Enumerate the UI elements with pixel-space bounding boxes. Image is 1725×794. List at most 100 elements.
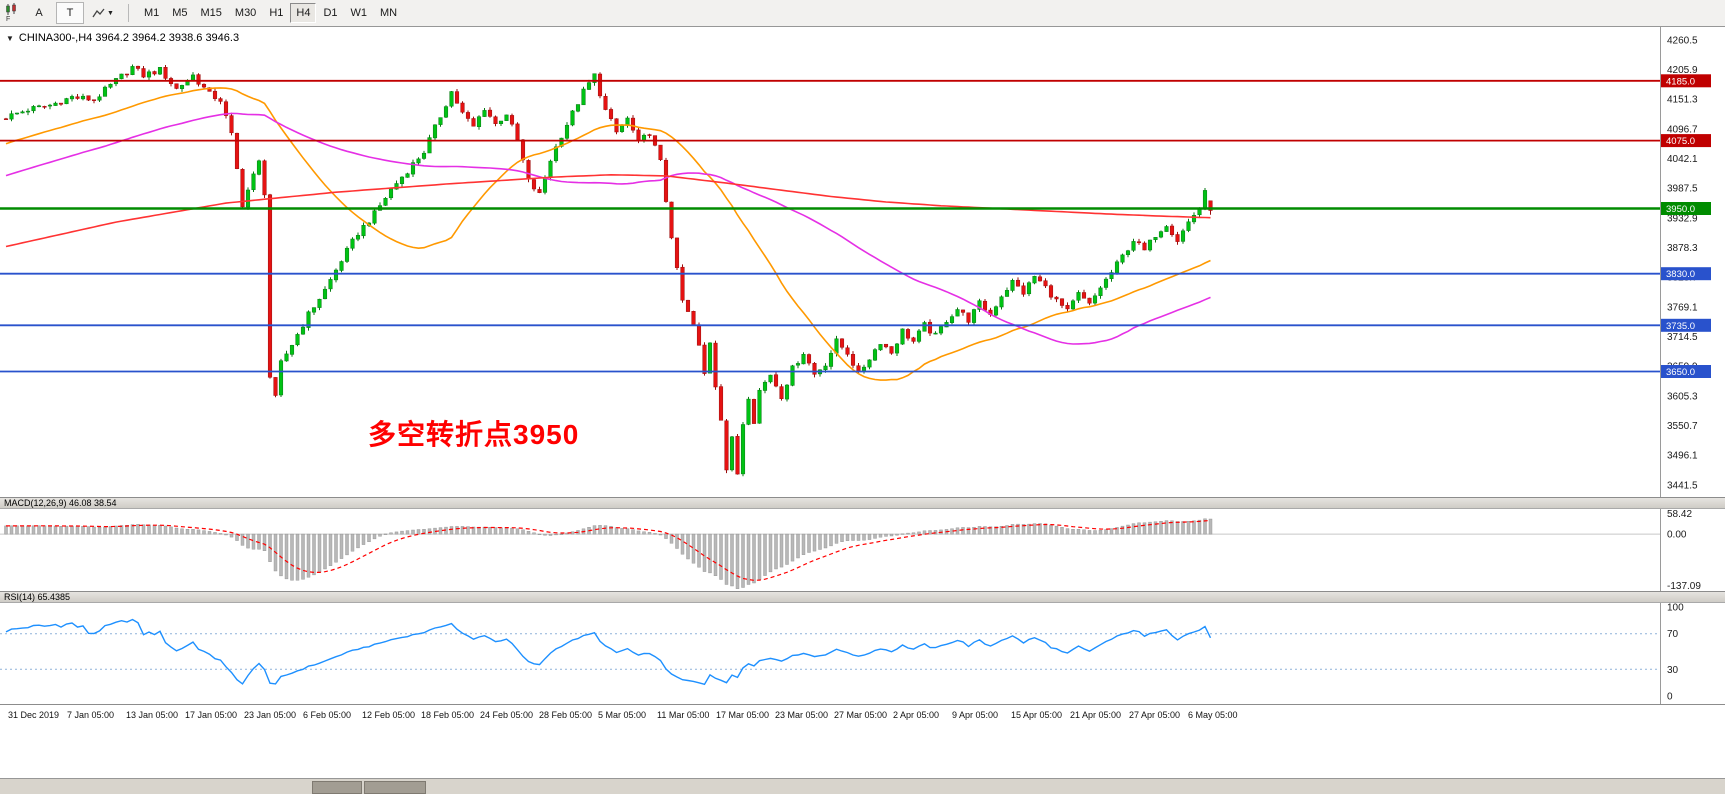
axis-label: 3441.5 [1667,480,1698,491]
axis-label: 7 Jan 05:00 [67,710,114,720]
symbol-info: ▼ CHINA300-,H4 3964.2 3964.2 3938.6 3946… [6,32,239,44]
collapse-triangle-icon[interactable]: ▼ [6,33,14,43]
toolbar: F A T ▼ M1 M5 M15 M30 H1 H4 D1 W1 MN [0,0,1725,27]
timeframe-group: M1 M5 M15 M30 H1 H4 D1 W1 MN [138,3,403,23]
time-axis[interactable]: 31 Dec 2019 7 Jan 05:00 13 Jan 05:00 17 Jan… [0,704,1725,726]
price-axis[interactable]: 4260.5 4205.9 4151.3 4096.7 4042.1 3987.5 3932… [1661,35,1711,491]
axis-label: 3605.3 [1667,391,1698,402]
ma-slow-line [5,173,1211,248]
draw-tools-button[interactable]: ▼ [87,2,119,24]
axis-label: 27 Mar 05:00 [834,710,887,720]
axis-label: 3950.0 [1666,204,1695,215]
axis-label: 9 Apr 05:00 [952,710,998,720]
timeframe-H1[interactable]: H1 [269,7,284,19]
price-tag-3950.0 [1661,202,1711,215]
axis-label: 3987.5 [1667,184,1698,195]
axis-label: 24 Feb 05:00 [480,710,533,720]
candlestick-chart-icon [6,3,16,15]
axis-label: 0 [1667,692,1673,703]
timeframe-H4[interactable]: H4 [290,3,317,23]
chart-annotation-text[interactable]: 多空转折点3950 [368,419,580,450]
timeframe-M5[interactable]: M5 [172,7,188,19]
axis-label: 4151.3 [1667,95,1698,106]
rsi-panel[interactable]: 100 70 30 0 [0,603,1725,704]
timeframe-W1[interactable]: W1 [350,7,368,19]
axis-label: 4075.0 [1666,136,1695,147]
axis-label: 17 Mar 05:00 [716,710,769,720]
axis-label: 2 Apr 05:00 [893,710,939,720]
axis-label: 0.00 [1667,530,1687,541]
annotation-a-button[interactable]: A [35,7,43,19]
timeframe-D1[interactable]: D1 [323,7,338,19]
axis-label: 3735.0 [1666,321,1695,332]
axis-label: 6 May 05:00 [1188,710,1238,720]
axis-label: 3932.9 [1667,213,1698,224]
axis-label: 3650.0 [1666,367,1695,378]
ma-fast-line [5,87,1211,381]
bottom-spacer [0,726,1725,778]
axis-label: 3878.3 [1667,243,1698,254]
macd-histogram [4,518,1213,589]
symbol-ohlc-text: CHINA300-,H4 3964.2 3964.2 3938.6 3946.3 [18,32,240,44]
axis-label: 11 Mar 05:00 [657,710,709,720]
axis-label: 15 Apr 05:00 [1011,710,1062,720]
axis-label: 21 Apr 05:00 [1070,710,1121,720]
bottom-bar [0,778,1725,794]
axis-label: 4042.1 [1667,154,1698,165]
chart-type-button[interactable]: F [4,3,20,23]
axis-label: 5 Mar 05:00 [598,710,646,720]
dropdown-caret-icon: ▼ [107,9,114,17]
rsi-label: RSI(14) 65.4385 [4,592,71,602]
price-tag-3830.0 [1661,267,1711,281]
text-tool-button[interactable]: T [56,2,84,24]
macd-panel[interactable]: 58.42 0.00 -137.09 [0,509,1725,591]
axis-label: 23 Jan 05:00 [244,710,296,720]
candles [3,64,1213,477]
axis-label: 58.42 [1667,509,1692,520]
axis-label: 100 [1667,603,1684,614]
toolbar-f-label: F [6,16,11,23]
timeframe-MN[interactable]: MN [380,7,398,19]
axis-label: 3550.7 [1667,421,1698,432]
timeframe-M1[interactable]: M1 [143,7,160,19]
price-tag-4075.0 [1661,134,1711,148]
axis-label: 13 Jan 05:00 [126,710,178,720]
chart-tab[interactable] [312,781,362,794]
axis-label: -137.09 [1667,581,1701,591]
axis-label: 3769.1 [1667,302,1698,313]
macd-panel-divider[interactable]: MACD(12,26,9) 46.08 38.54 [0,497,1725,509]
price-chart[interactable]: 4260.5 4205.9 4151.3 4096.7 4042.1 3987.5 3932… [0,27,1725,497]
main-chart-panel[interactable]: 4260.5 4205.9 4151.3 4096.7 4042.1 3987.5 3932… [0,27,1725,497]
axis-label: 4260.5 [1667,35,1698,46]
trendline-icon [92,8,105,18]
axis-label: 3830.0 [1666,269,1695,280]
toolbar-separator [127,4,129,22]
axis-label: 17 Jan 05:00 [185,710,237,720]
price-tag-4185.0 [1661,74,1711,88]
axis-label: 4185.0 [1666,76,1695,87]
ma-medium-line [5,112,1211,345]
axis-label: 4096.7 [1667,124,1698,135]
axis-label: 3496.1 [1667,451,1698,462]
price-tag-3735.0 [1661,318,1711,332]
axis-label: 12 Feb 05:00 [362,710,415,720]
chart-tab[interactable] [364,781,426,794]
axis-label: 28 Feb 05:00 [539,710,592,720]
axis-label: 27 Apr 05:00 [1129,710,1180,720]
axis-label: 23 Mar 05:00 [775,710,828,720]
axis-label: 30 [1667,665,1679,676]
macd-signal-line [6,519,1211,581]
timeframe-M30[interactable]: M30 [234,7,257,19]
axis-label: 70 [1667,629,1679,640]
rsi-line [5,618,1212,686]
price-tag-3650.0 [1661,365,1711,378]
axis-label: 18 Feb 05:00 [421,710,474,720]
axis-label: 31 Dec 2019 [8,710,59,720]
macd-label: MACD(12,26,9) 46.08 38.54 [4,498,117,508]
axis-label: 6 Feb 05:00 [303,710,351,720]
timeframe-M15[interactable]: M15 [200,7,222,19]
axis-label: 3714.5 [1667,332,1698,343]
horizontal-levels [0,79,1660,373]
rsi-panel-divider[interactable]: RSI(14) 65.4385 [0,591,1725,603]
